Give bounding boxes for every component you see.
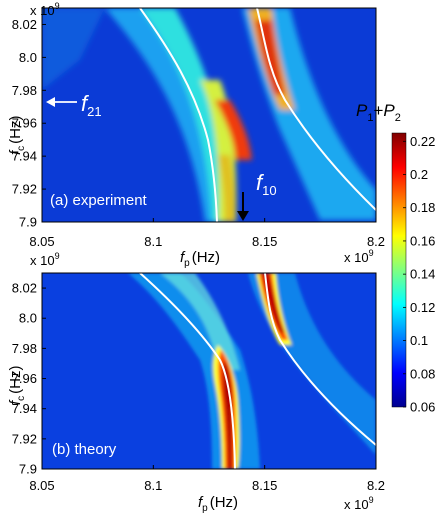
panel-b-heatmap xyxy=(42,273,376,469)
panel-b-y-tick-label: 7.94 xyxy=(12,401,37,416)
panel-a-y-tick-label: 8.0 xyxy=(19,50,37,65)
panel-a-y-label: fc(Hz) xyxy=(7,116,27,156)
colorbar-tick-label: 0.06 xyxy=(410,400,435,415)
panel-b-x-tick-label: 8.2 xyxy=(367,478,385,493)
panel-b-y-multiplier: x 109 xyxy=(30,251,60,268)
f21-annotation: f21 xyxy=(46,91,102,119)
panel-a-upper-branch xyxy=(256,8,376,211)
panel-a-y-multiplier: x 109 xyxy=(30,1,60,18)
colorbar-tick-label: 0.1 xyxy=(410,333,428,348)
panel-a-y-tick-label: 7.9 xyxy=(19,215,37,230)
panel-b-frame xyxy=(41,272,377,470)
panel-b-y-tick-label: 7.98 xyxy=(12,341,37,356)
colorbar-tick-label: 0.2 xyxy=(410,167,428,182)
panel-a-y-ticks: 8.02 8.0 7.98 7.96 7.94 7.92 7.9 xyxy=(12,17,46,230)
colorbar-tick-label: 0.14 xyxy=(410,267,435,282)
f10-label: f10 xyxy=(256,170,277,198)
f10-annotation: f10 xyxy=(237,170,277,221)
panel-b-x-tick-label: 8.15 xyxy=(252,478,277,493)
panel-a-resonance-curves xyxy=(139,8,376,222)
panel-a-x-tick-label: 8.2 xyxy=(367,234,385,249)
panel-b-y-tick-label: 7.96 xyxy=(12,371,37,386)
panel-a-frame xyxy=(41,7,377,223)
panel-b-resonance-curves xyxy=(139,273,376,469)
panel-b-upper-branch xyxy=(264,273,376,446)
f21-label: f21 xyxy=(81,91,102,119)
panel-b-label: (b) theory xyxy=(52,441,117,458)
panel-a-y-tick-label: 7.98 xyxy=(12,83,37,98)
panel-a-x-multiplier: x 109 xyxy=(344,248,374,265)
colorbar-tick-label: 0.12 xyxy=(410,300,435,315)
panel-b-y-tick-label: 7.9 xyxy=(19,462,37,477)
panel-b-x-label: fp (Hz) xyxy=(198,494,238,514)
f21-arrowhead xyxy=(46,97,55,107)
panel-b-y-tick-label: 8.02 xyxy=(12,281,37,296)
colorbar-ticks: 0.22 0.2 0.18 0.16 0.14 0.12 0.1 0.08 0.06 xyxy=(403,134,435,415)
panel-b: x 109 x 109 8.02 8.0 7.98 7.96 7.94 7.92 7.9 8… xyxy=(7,251,385,514)
panel-a-x-tick-label: 8.15 xyxy=(252,234,277,249)
panel-a-x-tick-label: 8.1 xyxy=(144,234,162,249)
panel-a-x-label: fp (Hz) xyxy=(180,249,220,269)
panel-a-y-tick-label: 7.96 xyxy=(12,116,37,131)
panel-b-x-tick-label: 8.1 xyxy=(144,478,162,493)
panel-a-x-tick-label: 8.05 xyxy=(29,234,54,249)
panel-a-heatmap xyxy=(42,8,376,222)
panel-a-y-tick-label: 8.02 xyxy=(12,17,37,32)
colorbar-tick-label: 0.16 xyxy=(410,233,435,248)
panel-a-label: (a) experiment xyxy=(50,192,148,209)
colorbar-gradient xyxy=(391,132,407,408)
f10-arrowhead xyxy=(237,211,249,221)
panel-a-y-tick-label: 7.94 xyxy=(12,149,37,164)
panel-b-lower-branch xyxy=(139,273,236,469)
panel-b-x-ticks: 8.05 8.1 8.15 8.2 xyxy=(29,465,385,493)
colorbar-tick-label: 0.22 xyxy=(410,134,435,149)
panel-b-y-ticks: 8.02 8.0 7.98 7.96 7.94 7.92 7.9 xyxy=(12,281,46,477)
colorbar: P1+P2 0.22 0.2 0.18 0.16 0.14 0.12 0.1 0.08 0.06 xyxy=(356,101,435,415)
panel-b-x-tick-label: 8.05 xyxy=(29,478,54,493)
panel-a-y-tick-label: 7.92 xyxy=(12,182,37,197)
colorbar-title: P1+P2 xyxy=(356,101,401,124)
panel-b-y-tick-label: 7.92 xyxy=(12,431,37,446)
colorbar-tick-label: 0.08 xyxy=(410,366,435,381)
panel-b-y-tick-label: 8.0 xyxy=(19,311,37,326)
panel-b-x-multiplier: x 109 xyxy=(344,495,374,512)
panel-a-x-ticks: 8.05 8.1 8.15 8.2 xyxy=(29,218,385,249)
colorbar-tick-label: 0.18 xyxy=(410,200,435,215)
panel-a: x 109 x 109 8.02 8.0 7.98 7.96 7.94 7.92 7.9 8… xyxy=(7,1,385,269)
panel-a-lower-branch xyxy=(139,8,218,222)
panel-b-y-label: fc(Hz) xyxy=(7,366,27,406)
